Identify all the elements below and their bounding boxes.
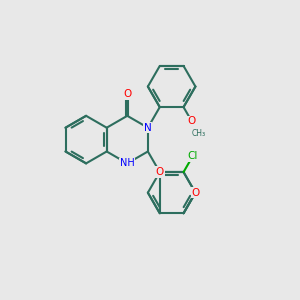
Text: O: O — [156, 167, 164, 177]
Text: CH₃: CH₃ — [192, 129, 206, 138]
Text: N: N — [144, 123, 152, 133]
Text: O: O — [191, 188, 200, 198]
Text: NH: NH — [120, 158, 135, 168]
Text: O: O — [123, 89, 131, 99]
Text: O: O — [188, 116, 196, 126]
Text: Cl: Cl — [188, 151, 198, 161]
